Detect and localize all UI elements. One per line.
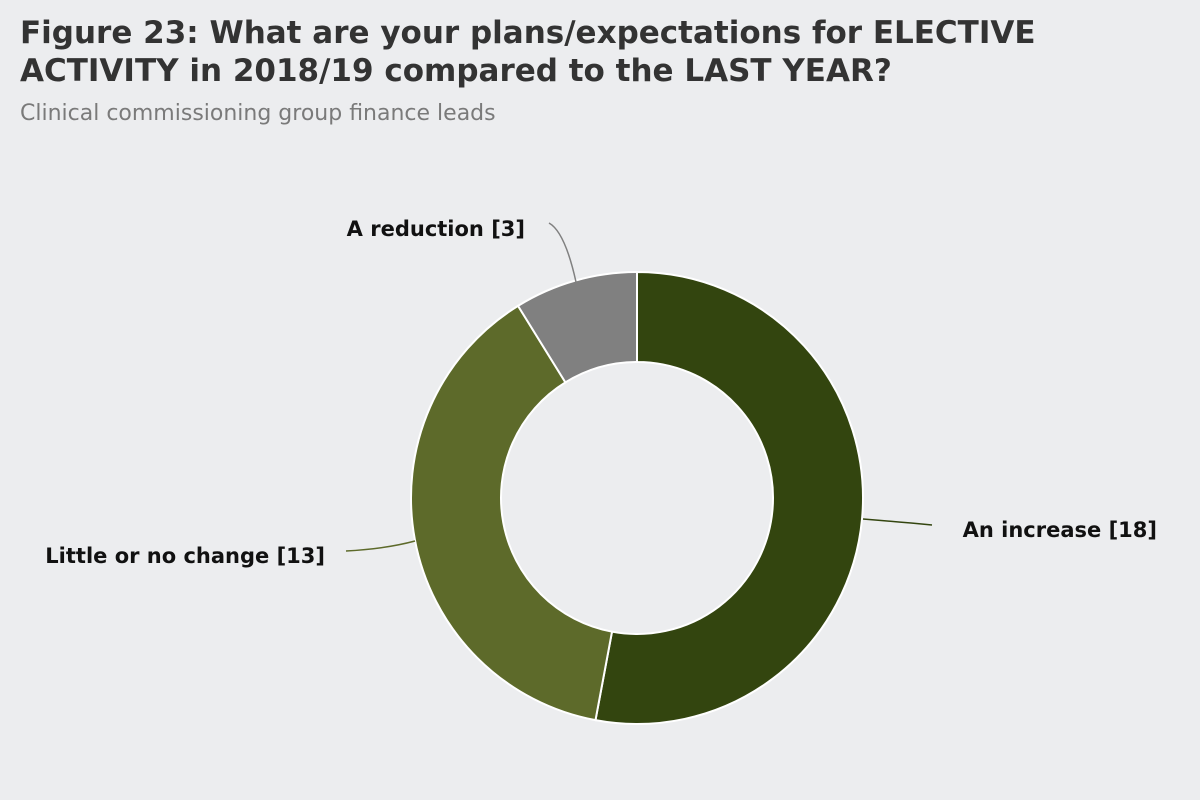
leader-line-a-reduction <box>548 222 577 283</box>
donut-slice-a-reduction <box>516 270 638 384</box>
slice-label-an-increase: An increase [18] <box>963 518 1157 542</box>
chart-title-line-1: Figure 23: What are your plans/expectati… <box>20 15 1036 51</box>
donut-slice-little-or-no-change <box>410 304 614 722</box>
leader-line-little-or-no-change <box>345 540 416 552</box>
donut-slice-an-increase <box>594 270 864 725</box>
slice-label-a-reduction: A reduction [3] <box>347 217 525 241</box>
slice-label-little-or-no-change: Little or no change [13] <box>45 544 325 568</box>
leader-line-an-increase <box>862 518 933 526</box>
chart-subtitle: Clinical commissioning group finance lea… <box>20 101 496 126</box>
chart-title: Figure 23: What are your plans/expectati… <box>20 14 1180 90</box>
chart-title-line-2: ACTIVITY in 2018/19 compared to the LAST… <box>20 53 892 89</box>
